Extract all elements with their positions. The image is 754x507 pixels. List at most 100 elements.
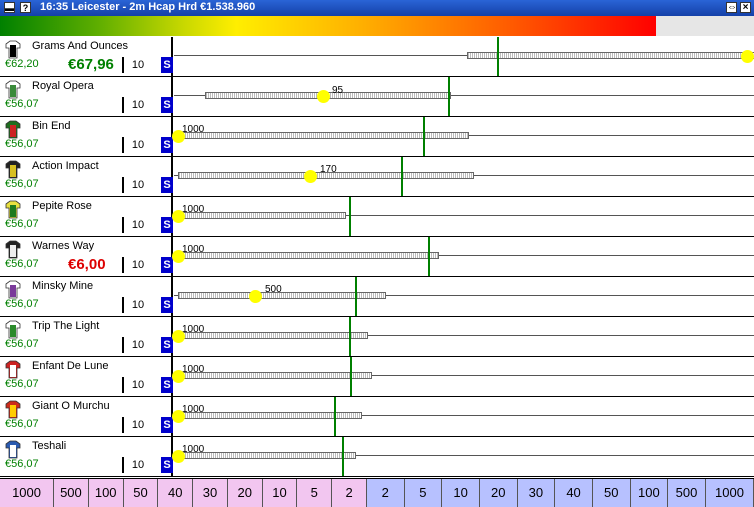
s-button[interactable]: S (161, 57, 173, 73)
runner-chart[interactable]: 170 (174, 157, 754, 196)
s-button[interactable]: S (161, 457, 173, 473)
runner-row: Enfant De Lune €56,07 10 S 1000 (0, 357, 754, 397)
runner-name: Action Impact (32, 160, 99, 172)
ladder-lay-cell[interactable]: 50 (123, 479, 159, 507)
price-line (342, 437, 344, 476)
price-line (448, 77, 450, 116)
s-button[interactable]: S (161, 137, 173, 153)
restore-icon[interactable]: ⇔ (726, 2, 737, 13)
runner-chart[interactable]: 1000 (172, 437, 754, 476)
volume-bar (178, 132, 469, 139)
runner-chart[interactable]: 1000 (172, 317, 754, 356)
ladder-lay-cell[interactable]: 10 (262, 479, 298, 507)
runner-name: Teshali (32, 440, 67, 452)
stake-input[interactable]: 10 (122, 257, 152, 273)
ladder-lay-cell[interactable]: 40 (158, 479, 194, 507)
ladder-back-cell[interactable]: 40 (555, 479, 593, 507)
runner-info: Bin End €56,07 10 S (0, 117, 173, 156)
runner-name: Trip The Light (32, 320, 100, 332)
marker-label: 1000 (182, 404, 205, 415)
ladder-back-cell[interactable]: 10 (442, 479, 480, 507)
runner-info: Trip The Light €56,07 10 S (0, 317, 173, 356)
stake-input[interactable]: 10 (122, 97, 152, 113)
ladder-lay-cell[interactable]: 2 (332, 479, 367, 507)
price-marker[interactable] (172, 250, 185, 263)
stake-input[interactable]: 10 (122, 217, 152, 233)
price-marker[interactable] (172, 330, 185, 343)
ladder-back-cell[interactable]: 50 (592, 479, 631, 507)
runner-info: Enfant De Lune €56,07 10 S (0, 357, 173, 396)
price-marker[interactable] (172, 450, 185, 463)
runner-chart[interactable]: 1000 (172, 397, 754, 436)
stake-input[interactable]: 10 (122, 177, 152, 193)
ladder-back-cell[interactable]: 1000 (705, 479, 754, 507)
chart-track (174, 255, 754, 256)
runner-chart[interactable]: 1000 (172, 357, 754, 396)
stake-input[interactable]: 10 (122, 417, 152, 433)
ladder-back-cell[interactable]: 20 (479, 479, 518, 507)
price-line (423, 117, 425, 156)
price-line (497, 37, 499, 76)
s-button[interactable]: S (161, 337, 173, 353)
s-button[interactable]: S (161, 417, 173, 433)
s-button[interactable]: S (161, 177, 173, 193)
runner-chart[interactable]: 1000 (172, 237, 754, 276)
ladder-lay-cell[interactable]: 500 (54, 479, 89, 507)
help-icon[interactable]: ? (20, 2, 31, 13)
price-marker[interactable] (317, 90, 330, 103)
ladder-lay-cell[interactable]: 30 (193, 479, 228, 507)
ladder-lay-cell[interactable]: 100 (88, 479, 124, 507)
minimize-icon[interactable]: ▬ (4, 2, 15, 13)
ladder-lay-cell[interactable]: 1000 (0, 479, 55, 507)
runner-price: €56,07 (5, 338, 39, 350)
price-marker[interactable] (172, 210, 185, 223)
runner-price: €56,07 (5, 458, 39, 470)
blue-white-silk-icon (3, 439, 23, 459)
runner-row: Minsky Mine €56,07 10 S 500 (0, 277, 754, 317)
ladder-lay-cell[interactable]: 20 (227, 479, 263, 507)
runner-chart[interactable]: 1000 (172, 197, 754, 236)
runner-name: Pepite Rose (32, 200, 92, 212)
chart-track (174, 95, 754, 96)
s-button[interactable]: S (161, 97, 173, 113)
runner-info: Pepite Rose €56,07 10 S (0, 197, 173, 236)
ladder-back-cell[interactable]: 2 (366, 479, 405, 507)
ladder-lay-cell[interactable]: 5 (297, 479, 333, 507)
price-marker[interactable] (304, 170, 317, 183)
chart-track (174, 375, 754, 376)
price-marker[interactable] (741, 50, 754, 63)
runner-chart[interactable] (174, 37, 754, 76)
race-progress-bar (0, 16, 754, 36)
runner-chart[interactable]: 95 (174, 77, 754, 116)
stake-input[interactable]: 10 (122, 337, 152, 353)
close-icon[interactable]: × (740, 2, 751, 13)
stake-input[interactable]: 10 (122, 457, 152, 473)
s-button[interactable]: S (161, 377, 173, 393)
s-button[interactable]: S (161, 257, 173, 273)
price-marker[interactable] (172, 410, 185, 423)
s-button[interactable]: S (161, 217, 173, 233)
ladder-back-cell[interactable]: 30 (517, 479, 556, 507)
stake-input[interactable]: 10 (122, 377, 152, 393)
runner-row: Teshali €56,07 10 S 1000 (0, 437, 754, 477)
purple-cross-silk-icon (3, 279, 23, 299)
runner-price: €56,07 (5, 138, 39, 150)
stake-input[interactable]: 10 (122, 137, 152, 153)
ladder-back-cell[interactable]: 5 (404, 479, 443, 507)
stake-input[interactable]: 10 (122, 297, 152, 313)
ladder-back-cell[interactable]: 500 (668, 479, 706, 507)
s-button[interactable]: S (161, 297, 173, 313)
runner-chart[interactable]: 1000 (172, 117, 754, 156)
volume-bar (178, 372, 372, 379)
runner-row: Royal Opera €56,07 10 S 95 (0, 77, 754, 117)
red-white-silk-icon (3, 359, 23, 379)
price-marker[interactable] (172, 130, 185, 143)
white-green-silk-icon (3, 79, 23, 99)
marker-label: 95 (332, 85, 344, 96)
price-marker[interactable] (172, 370, 185, 383)
stake-input[interactable]: 10 (122, 57, 152, 73)
ladder-back-cell[interactable]: 100 (630, 479, 669, 507)
price-marker[interactable] (249, 290, 262, 303)
runner-chart[interactable]: 500 (174, 277, 754, 316)
runner-row: Warnes Way €56,07 €6,00 10 S 1000 (0, 237, 754, 277)
